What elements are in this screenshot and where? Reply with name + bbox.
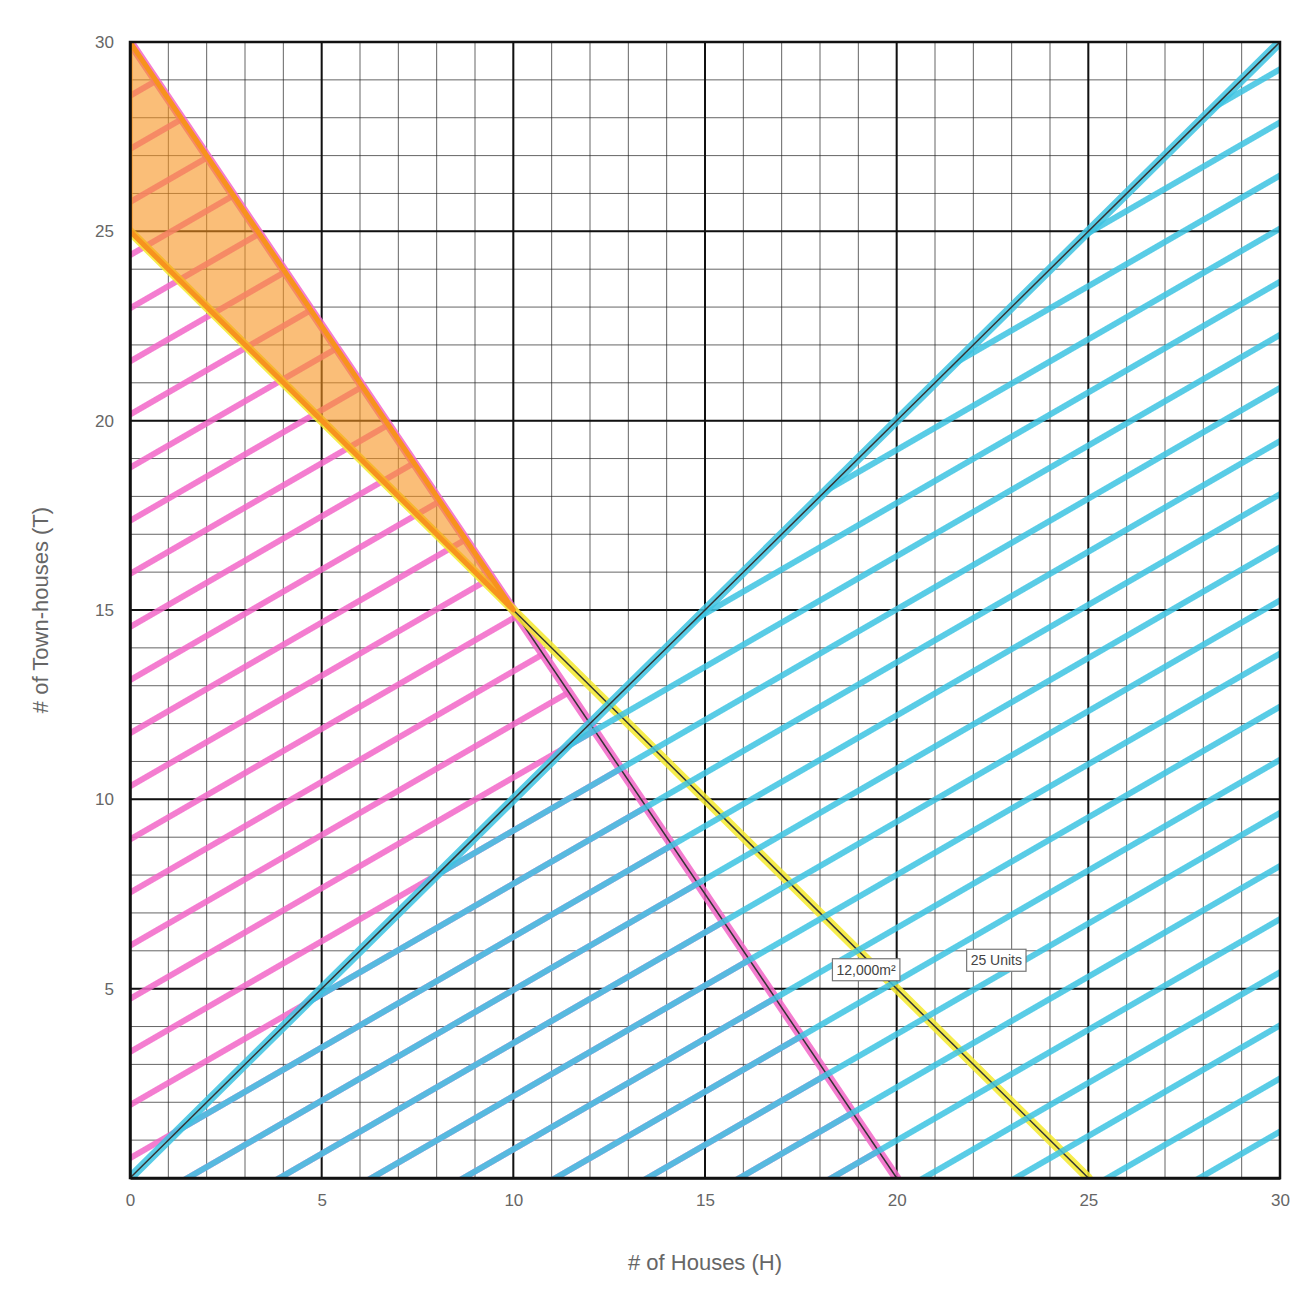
x-axis: 0 5 10 15 20 25 30 <box>126 1178 1290 1210</box>
tick-label: 20 <box>95 412 114 431</box>
y-axis-title: # of Town-houses (T) <box>28 507 53 713</box>
annotations: 12,000m² 25 Units <box>832 949 1026 980</box>
tick: 15 <box>95 601 130 620</box>
line-outline <box>130 42 1280 1178</box>
tick-label: 5 <box>317 1191 326 1210</box>
region <box>130 42 513 610</box>
tick: 5 <box>317 1178 326 1210</box>
tick: 0 <box>126 1178 135 1210</box>
tick-label: 5 <box>105 980 114 999</box>
tick-label: 15 <box>95 601 114 620</box>
tick: 15 <box>696 1178 715 1210</box>
annotation-box <box>832 959 899 981</box>
tick-label: 0 <box>126 1191 135 1210</box>
plot-frame <box>130 42 1280 1178</box>
tick: 5 <box>105 980 130 999</box>
x-axis-title: # of Houses (H) <box>628 1250 782 1275</box>
tick-label: 10 <box>504 1191 523 1210</box>
tick-label: 15 <box>696 1191 715 1210</box>
tick-label: 20 <box>888 1191 907 1210</box>
tick: 25 <box>1079 1178 1098 1210</box>
annotation-text: 12,000m² <box>836 962 895 978</box>
line <box>130 42 1280 1178</box>
tick: 30 <box>1271 1178 1290 1210</box>
annotation-text: 25 Units <box>971 952 1022 968</box>
tick: 20 <box>888 1178 907 1210</box>
grid <box>130 42 1280 1178</box>
y-axis: 5 10 15 20 25 30 <box>95 33 130 1179</box>
annotation: 12,000m² <box>832 959 899 981</box>
plot-background <box>130 42 1280 1178</box>
tick: 25 <box>95 222 130 241</box>
tick: 20 <box>95 412 130 431</box>
tick-label: 10 <box>95 790 114 809</box>
tick-label: 30 <box>95 33 114 52</box>
tick-label: 25 <box>1079 1191 1098 1210</box>
tick: 10 <box>504 1178 523 1210</box>
annotation-box <box>967 949 1026 971</box>
marks <box>130 42 1280 1178</box>
tick: 10 <box>95 790 130 809</box>
area <box>130 42 1280 1178</box>
annotation: 25 Units <box>967 949 1026 971</box>
tick-label: 30 <box>1271 1191 1290 1210</box>
tick: 30 <box>95 33 130 52</box>
tick-label: 25 <box>95 222 114 241</box>
chart: 0 5 10 15 20 25 30 5 10 15 20 25 30 12,000m² 25 Units #… <box>0 0 1305 1311</box>
